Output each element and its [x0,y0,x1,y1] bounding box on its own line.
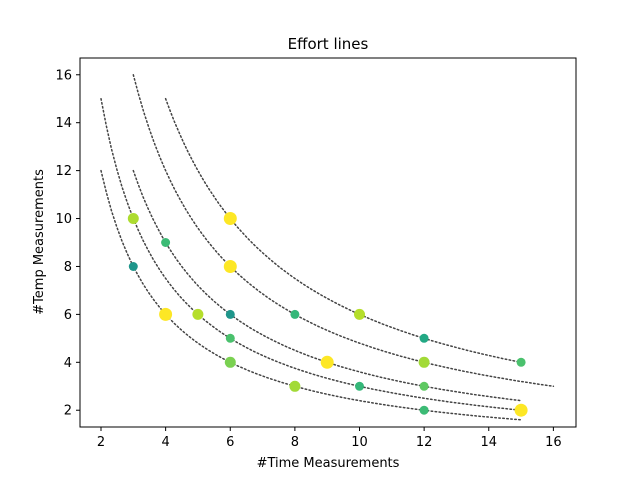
data-point [514,403,528,417]
plot-frame [79,57,577,428]
y-tick-label: 4 [64,356,72,371]
x-tick-label: 12 [416,435,433,450]
y-tick-label: 12 [55,164,72,179]
x-axis-ticks: 2 4 6 8 10 12 14 16 [97,427,562,450]
data-point [225,309,235,319]
x-tick-label: 4 [161,435,169,450]
data-point [419,381,429,391]
data-point [516,357,526,367]
data-point [224,356,236,368]
data-point [419,405,429,415]
data-point [290,309,300,319]
x-axis-label: #Time Measurements [257,456,400,471]
data-point [289,380,301,392]
chart-title: Effort lines [288,35,369,53]
effort-line-30 [100,97,522,411]
data-point [418,356,430,368]
y-tick-label: 14 [55,116,72,131]
effort-line-48 [132,74,555,388]
y-tick-label: 10 [55,212,72,227]
x-tick-label: 16 [545,435,562,450]
data-point [419,333,429,343]
data-point [159,307,173,321]
y-tick-label: 16 [55,68,72,83]
y-axis-ticks: 2 4 6 8 10 12 14 16 [55,68,80,419]
data-point [223,212,237,225]
effort-line-60 [164,97,522,364]
y-tick-label: 6 [64,308,72,323]
x-tick-label: 8 [291,435,299,450]
x-tick-label: 2 [97,435,105,450]
y-tick-label: 2 [64,404,72,419]
data-point [355,381,364,391]
data-point [320,355,334,369]
data-point [225,333,235,343]
data-point [127,213,139,224]
effort-line-24 [100,169,522,421]
data-point [192,308,204,320]
x-tick-label: 10 [351,435,368,450]
data-point [223,260,237,273]
data-points [127,212,528,417]
y-tick-label: 8 [64,260,72,275]
data-point [161,238,171,247]
data-point [354,308,365,320]
x-tick-label: 14 [480,435,497,450]
data-point [128,262,138,271]
x-tick-label: 6 [226,435,234,450]
y-axis-label: #Temp Measurements [32,169,47,315]
